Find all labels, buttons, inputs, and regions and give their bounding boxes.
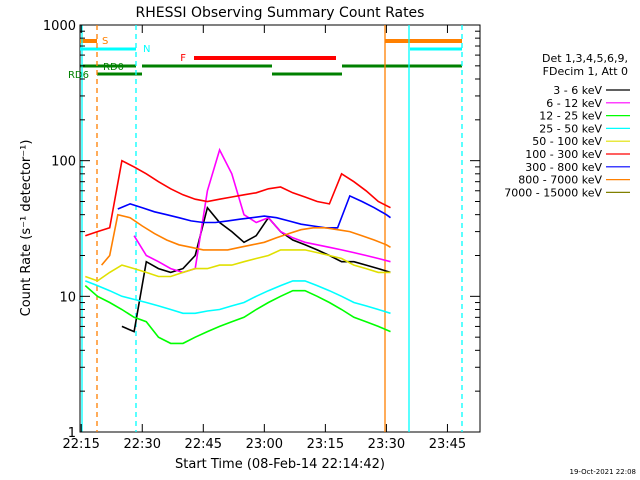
series-line-6	[117, 194, 391, 229]
axes-layer: 22:15 22:30 22:45 23:00 23:15 23:30 23:45 1 10 10…	[43, 19, 480, 452]
x-tick-label-5: 23:30	[368, 437, 405, 452]
chart-title: RHESSI Observing Summary Count Rates	[136, 5, 425, 21]
legend-label-3: 25 - 50 keV	[539, 122, 602, 135]
series-line-5	[85, 159, 391, 237]
flag-bars-layer: S N F RD0 RD6	[68, 25, 463, 432]
series-line-4	[85, 249, 391, 282]
legend-label-6: 300 - 800 keV	[525, 161, 602, 174]
x-tick-label-4: 23:15	[307, 437, 344, 452]
y-tick-label-3: 1000	[43, 19, 76, 34]
legend-header-0: Det 1,3,4,5,6,9,	[542, 52, 628, 65]
flag-label-f: F	[180, 53, 186, 64]
y-tick-label-0: 1	[68, 426, 76, 441]
x-tick-label-0: 22:15	[62, 437, 99, 452]
legend-label-0: 3 - 6 keV	[553, 84, 602, 97]
series-line-0	[121, 205, 391, 333]
series-line-1	[133, 147, 391, 274]
x-axis-label: Start Time (08-Feb-14 22:14:42)	[175, 457, 385, 472]
legend-label-5: 100 - 300 keV	[525, 148, 602, 161]
series-line-2	[84, 284, 391, 345]
y-tick-label-2: 100	[51, 155, 76, 170]
legend-label-4: 50 - 100 keV	[532, 135, 602, 148]
y-tick-label-1: 10	[59, 290, 76, 305]
date-stamp: 19-Oct-2021 22:08	[570, 468, 636, 476]
flag-label-rd6: RD6	[68, 70, 89, 81]
x-tick-label-1: 22:30	[124, 437, 161, 452]
series-layer	[84, 147, 391, 345]
plot-frame	[79, 24, 481, 433]
flag-label-rd0: RD0	[103, 62, 124, 73]
legend-label-8: 7000 - 15000 keV	[504, 186, 602, 199]
legend-header-1: FDecim 1, Att 0	[543, 65, 628, 78]
x-tick-label-2: 22:45	[185, 437, 222, 452]
flag-label-n: N	[143, 44, 150, 55]
y-axis-label: Count Rate (s⁻¹ detector⁻¹)	[19, 140, 34, 317]
legend: Det 1,3,4,5,6,9,FDecim 1, Att 0 3 - 6 keV…	[504, 52, 630, 199]
legend-label-1: 6 - 12 keV	[546, 97, 602, 110]
series-line-7	[100, 213, 391, 266]
x-tick-label-6: 23:45	[429, 437, 466, 452]
legend-label-7: 800 - 7000 keV	[518, 174, 602, 187]
series-line-3	[85, 280, 391, 315]
legend-label-2: 12 - 25 keV	[539, 110, 602, 123]
flag-label-s: S	[102, 36, 108, 47]
x-tick-label-3: 23:00	[246, 437, 283, 452]
